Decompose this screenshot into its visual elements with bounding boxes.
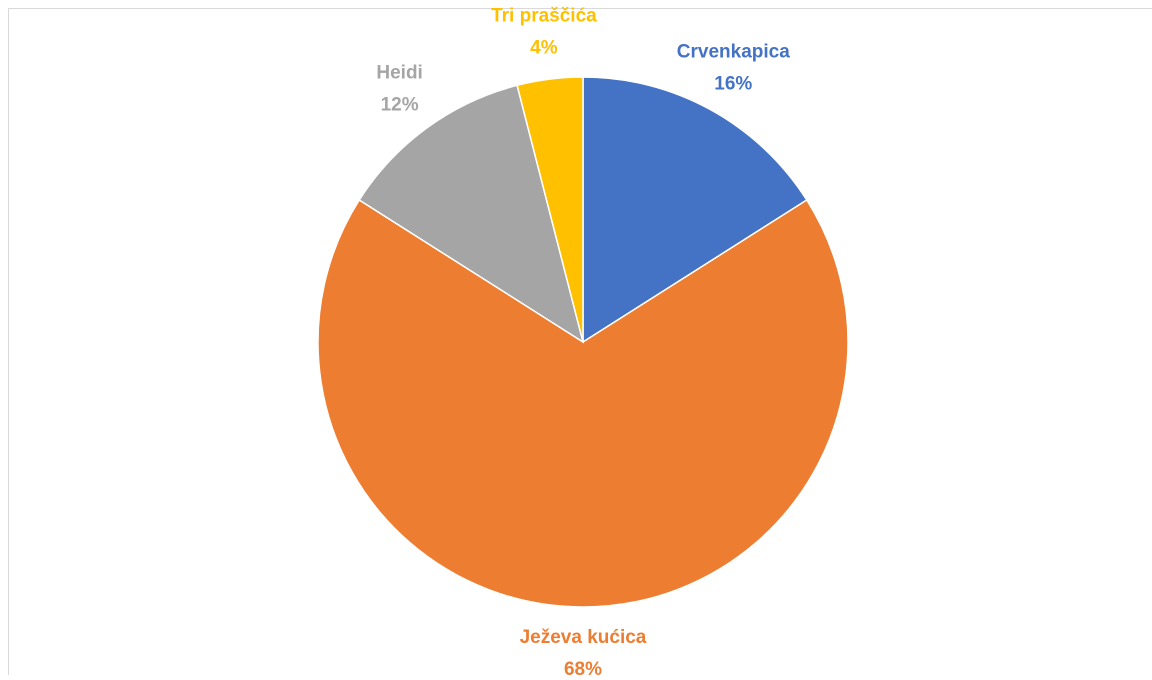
value-label: 16% — [714, 74, 752, 95]
value-label: 68% — [564, 659, 602, 675]
value-label: 12% — [381, 95, 419, 116]
slice-label: Tri praščića — [491, 5, 597, 26]
value-label: 4% — [530, 37, 558, 58]
slice-label: Ježeva kućica — [520, 627, 647, 648]
slice-label: Heidi — [376, 63, 422, 84]
slice-label: Crvenkapica — [677, 42, 790, 63]
